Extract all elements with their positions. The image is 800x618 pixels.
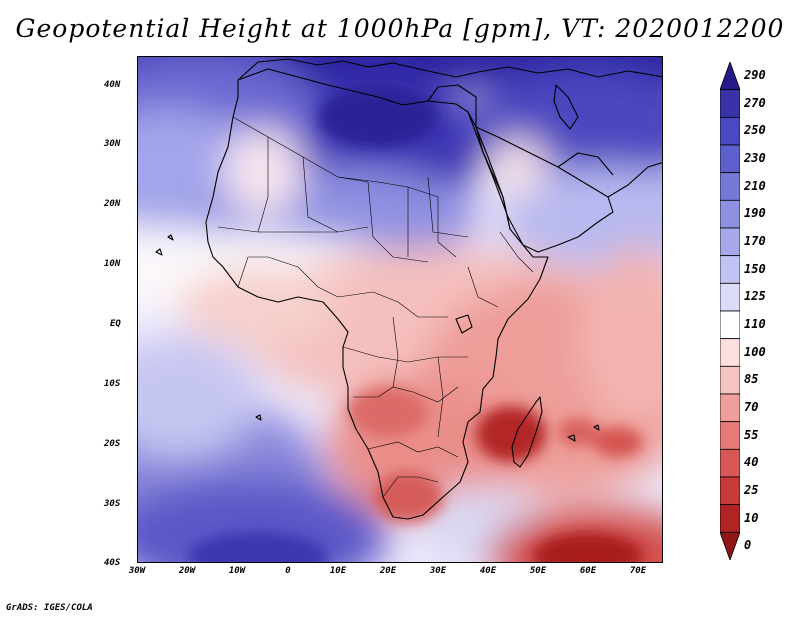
lon-label-70e: 70E: [629, 566, 647, 576]
colorbar-bin: [720, 338, 740, 367]
map-panel: [137, 56, 663, 563]
coastlines: [155, 58, 662, 520]
colorbar-bin: [720, 116, 740, 146]
lon-label-50e: 50E: [529, 566, 547, 576]
lon-label-10w: 10W: [228, 566, 246, 576]
lat-label-eq: EQ: [110, 319, 121, 329]
colorbar-bin: [720, 531, 740, 560]
colorbar-label: 55: [744, 427, 759, 442]
colorbar-bin: [720, 393, 740, 423]
colorbar-bin: [720, 172, 740, 201]
map-title: Geopotential Height at 1000hPa [gpm], VT…: [15, 14, 785, 43]
colorbar-label: 210: [744, 178, 766, 193]
colorbar-label: 230: [744, 150, 766, 165]
colorbar-label: 10: [744, 510, 759, 525]
lon-label-0: 0: [285, 566, 291, 576]
colorbar-bin: [720, 504, 740, 533]
colorbar: [720, 62, 740, 560]
colorbar-label: 270: [744, 95, 766, 110]
colorbar-bin: [720, 476, 740, 506]
colorbar-label: 125: [744, 289, 766, 304]
lon-label-20w: 20W: [178, 566, 196, 576]
colorbar-bin: [720, 365, 740, 395]
lon-label-30w: 30W: [128, 566, 146, 576]
lat-label-20n: 20N: [104, 199, 121, 209]
lat-label-30s: 30S: [104, 499, 121, 509]
lat-label-30n: 30N: [104, 139, 121, 149]
colorbar-label: 170: [744, 233, 766, 248]
colorbar-label: 25: [744, 482, 759, 497]
colorbar-label: 110: [744, 316, 766, 331]
colorbar-label: 190: [744, 206, 766, 221]
lat-label-10n: 10N: [104, 259, 121, 269]
colorbar-bin: [720, 448, 740, 478]
lon-label-10e: 10E: [329, 566, 347, 576]
colorbar-label: 40: [744, 455, 759, 470]
colorbar-bin: [720, 282, 740, 312]
country-borders: [217, 116, 534, 498]
colorbar-label: 0: [744, 538, 752, 553]
colorbar-label: 250: [744, 123, 766, 138]
grads-credit: GrADS: IGES/COLA: [6, 603, 93, 613]
lat-label-40s: 40S: [104, 558, 121, 568]
lat-label-20s: 20S: [104, 439, 121, 449]
lat-label-10s: 10S: [104, 379, 121, 389]
height-field: [138, 57, 662, 562]
colorbar-bin: [720, 199, 740, 229]
lon-label-30e: 30E: [429, 566, 447, 576]
colorbar-bin: [720, 310, 740, 340]
colorbar-bin: [720, 62, 740, 91]
colorbar-label: 85: [744, 372, 759, 387]
colorbar-bin: [720, 227, 740, 257]
lat-label-40n: 40N: [104, 80, 121, 90]
colorbar-bin: [720, 421, 740, 450]
lon-label-60e: 60E: [579, 566, 597, 576]
colorbar-label: 100: [744, 344, 766, 359]
lon-label-20e: 20E: [379, 566, 397, 576]
colorbar-label: 150: [744, 261, 766, 276]
colorbar-bin: [720, 255, 740, 284]
colorbar-bin: [720, 89, 740, 118]
colorbar-label: 290: [744, 67, 766, 82]
colorbar-bin: [720, 144, 740, 174]
colorbar-label: 70: [744, 399, 759, 414]
lon-label-40e: 40E: [479, 566, 497, 576]
